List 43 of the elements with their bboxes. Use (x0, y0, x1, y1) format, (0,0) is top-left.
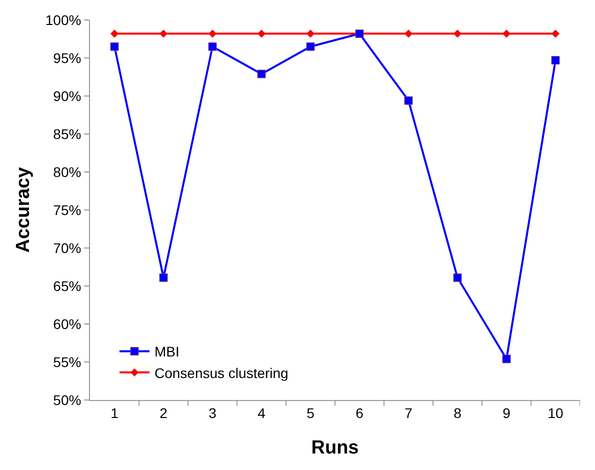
point (453, 273, 462, 282)
point (502, 354, 511, 364)
point (208, 30, 217, 38)
y-tick-label: 75% (53, 202, 82, 218)
point (257, 70, 266, 78)
legend-label: MBI (154, 344, 180, 360)
y-tick-label: 50% (53, 392, 82, 408)
y-tick-label: 100% (45, 12, 82, 28)
x-tick-label: 7 (404, 404, 413, 421)
point (257, 30, 266, 38)
x-tick-label: 6 (356, 404, 364, 421)
point (306, 42, 315, 51)
x-axis-title: Runs (311, 438, 359, 459)
y-tick-label: 70% (53, 240, 82, 256)
y-tick-label: 95% (53, 50, 82, 66)
y-tick-label: 65% (53, 278, 82, 294)
x-tick-label: 10 (548, 404, 564, 421)
x-tick-label: 9 (502, 404, 511, 421)
x-tick-label: 4 (258, 404, 266, 421)
point (159, 273, 168, 282)
point (551, 56, 560, 65)
point (453, 30, 462, 38)
y-tick-label: 80% (53, 164, 82, 180)
y-tick-label: 85% (53, 126, 82, 142)
point (159, 30, 168, 38)
legend-label: Consensus clustering (154, 364, 288, 381)
y-axis-title: Accuracy (13, 166, 34, 253)
y-tick-label: 60% (53, 316, 82, 332)
point (110, 42, 119, 51)
y-tick-label: 55% (53, 354, 82, 370)
point (404, 96, 413, 105)
x-tick-label: 8 (454, 404, 462, 421)
point (551, 30, 560, 38)
point (502, 30, 511, 38)
point (110, 30, 119, 38)
point (306, 30, 315, 38)
point (404, 30, 413, 38)
point (208, 42, 217, 51)
x-tick-label: 2 (160, 404, 168, 421)
x-tick-label: 5 (306, 404, 315, 421)
x-tick-label: 1 (110, 404, 119, 421)
y-tick-label: 90% (53, 88, 82, 104)
x-tick-label: 3 (208, 404, 217, 421)
